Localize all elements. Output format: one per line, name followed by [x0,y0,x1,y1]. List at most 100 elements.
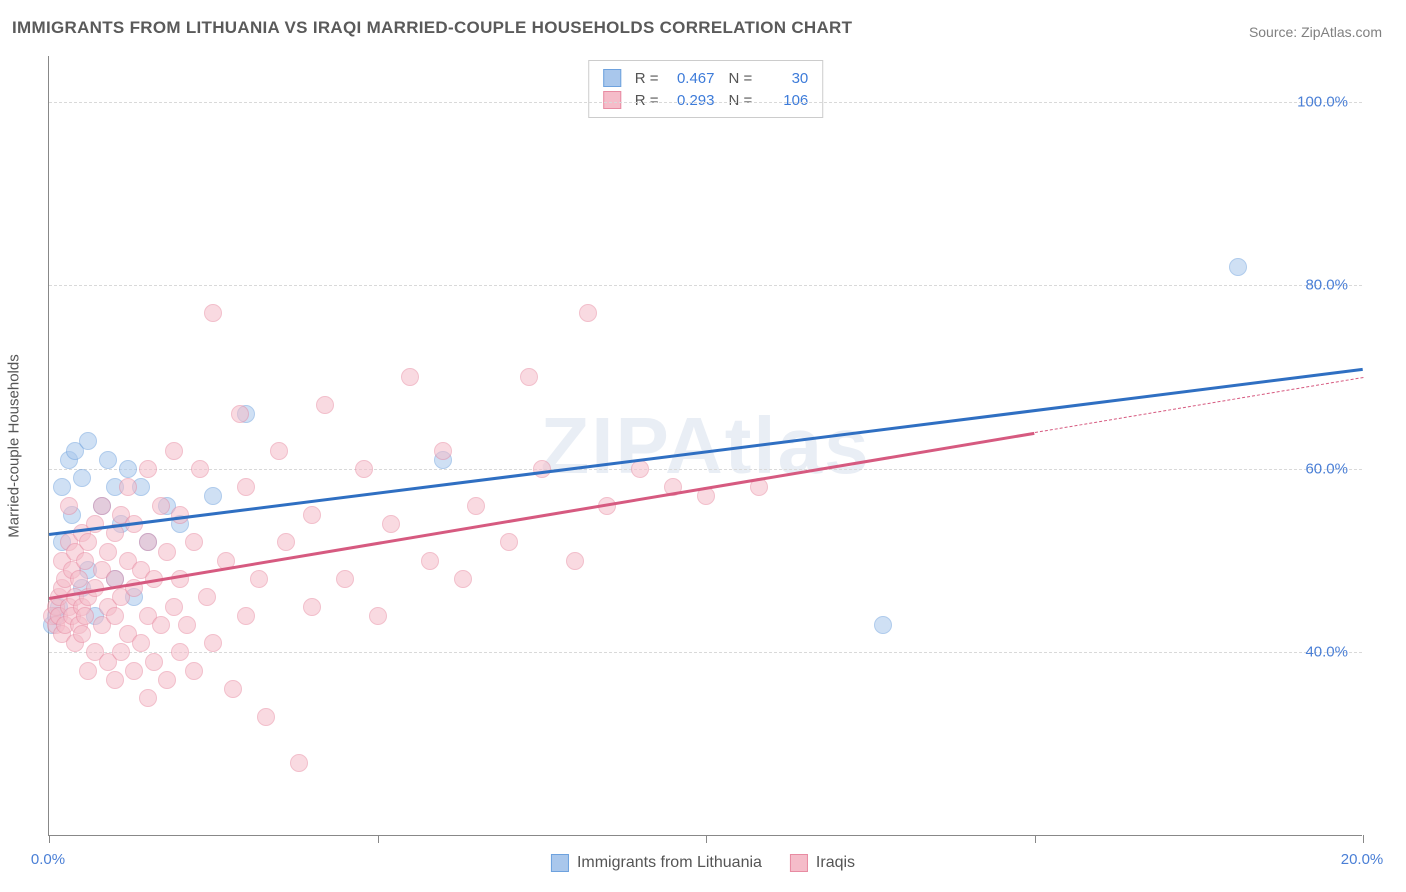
r-value: 0.293 [667,92,715,109]
scatter-point [231,405,249,423]
gridline [49,469,1362,470]
scatter-point [79,432,97,450]
scatter-point [566,552,584,570]
scatter-point [112,643,130,661]
scatter-point [171,570,189,588]
scatter-point [237,478,255,496]
y-tick-label: 100.0% [1297,93,1348,110]
scatter-point [165,598,183,616]
scatter-point [631,460,649,478]
scatter-point [139,689,157,707]
scatter-point [204,634,222,652]
scatter-point [520,368,538,386]
scatter-point [73,469,91,487]
gridline [49,652,1362,653]
scatter-point [316,396,334,414]
legend-item: Iraqis [790,854,855,872]
scatter-point [421,552,439,570]
scatter-point [152,497,170,515]
stats-legend-row: R = 0.293 N = 106 [603,89,809,111]
scatter-point [401,368,419,386]
scatter-point [198,588,216,606]
scatter-point [106,671,124,689]
scatter-point [382,515,400,533]
n-label: N = [729,92,753,109]
scatter-point [145,653,163,671]
watermark: ZIPAtlas [540,400,870,492]
x-tick [49,835,50,843]
stats-legend-row: R =0.467N =30 [603,67,809,89]
scatter-point [874,616,892,634]
scatter-point [500,533,518,551]
scatter-point [73,625,91,643]
legend-swatch [551,854,569,872]
chart-title: IMMIGRANTS FROM LITHUANIA VS IRAQI MARRI… [12,18,852,38]
scatter-point [185,662,203,680]
scatter-point [277,533,295,551]
scatter-point [99,543,117,561]
scatter-point [76,552,94,570]
r-value: 0.467 [667,70,715,87]
scatter-point [257,708,275,726]
source-attribution: Source: ZipAtlas.com [1249,24,1382,40]
scatter-point [158,543,176,561]
x-tick-label: 20.0% [1341,851,1384,868]
x-tick [378,835,379,843]
scatter-point [434,442,452,460]
scatter-point [53,478,71,496]
scatter-point [178,616,196,634]
scatter-point [79,533,97,551]
scatter-point [303,506,321,524]
x-tick-label: 0.0% [31,851,65,868]
scatter-point [1229,258,1247,276]
scatter-point [139,533,157,551]
legend-swatch [790,854,808,872]
series-legend: Immigrants from Lithuania Iraqis [551,854,855,872]
scatter-point [270,442,288,460]
n-value: 106 [760,92,808,109]
scatter-point [579,304,597,322]
x-tick [1363,835,1364,843]
scatter-point [303,598,321,616]
scatter-point [125,662,143,680]
scatter-point [237,607,255,625]
scatter-point [139,460,157,478]
scatter-point [467,497,485,515]
scatter-point [290,754,308,772]
scatter-point [106,607,124,625]
scatter-point [204,487,222,505]
scatter-point [191,460,209,478]
legend-swatch [603,91,621,109]
n-label: N = [729,70,753,87]
scatter-point [132,634,150,652]
scatter-point [165,442,183,460]
x-tick [706,835,707,843]
plot-area: ZIPAtlas R =0.467N =30R =0.293N =106 40.… [48,56,1362,836]
scatter-point [158,671,176,689]
scatter-point [171,643,189,661]
scatter-point [76,607,94,625]
y-tick-label: 40.0% [1305,644,1348,661]
gridline [49,102,1362,103]
scatter-point [70,570,88,588]
scatter-point [533,460,551,478]
legend-item: Immigrants from Lithuania [551,854,762,872]
scatter-point [185,533,203,551]
x-tick [1035,835,1036,843]
chart-container: IMMIGRANTS FROM LITHUANIA VS IRAQI MARRI… [0,0,1406,892]
y-tick-label: 80.0% [1305,277,1348,294]
scatter-point [355,460,373,478]
legend-label: Immigrants from Lithuania [577,854,762,872]
scatter-point [224,680,242,698]
scatter-point [119,460,137,478]
scatter-point [369,607,387,625]
scatter-point [454,570,472,588]
r-label: R = [635,70,659,87]
scatter-point [93,497,111,515]
r-label: R = [635,92,659,109]
stats-legend: R =0.467N =30R =0.293N =106 [588,60,824,118]
scatter-point [119,478,137,496]
scatter-point [204,304,222,322]
y-axis-label: Married-couple Households [6,354,23,537]
scatter-point [99,451,117,469]
